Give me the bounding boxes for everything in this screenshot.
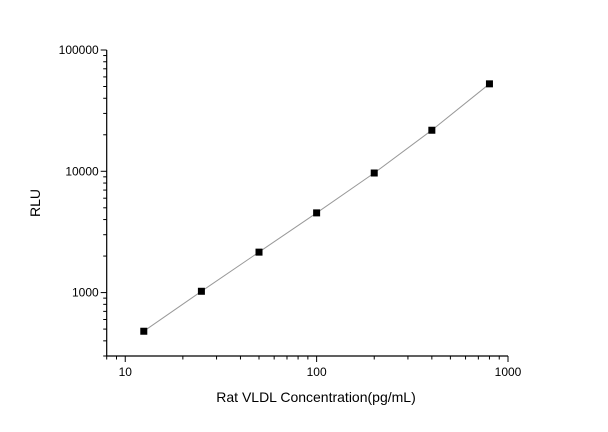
- x-tick-label: 100: [307, 365, 327, 379]
- data-point: [197, 287, 205, 295]
- data-point: [255, 248, 263, 256]
- x-tick-label: 10: [119, 365, 133, 379]
- x-tick-label: 1000: [495, 365, 522, 379]
- y-tick-label: 10000: [65, 164, 99, 178]
- fit-curve: [143, 83, 490, 332]
- y-axis-label: RLU: [27, 189, 43, 217]
- data-point: [428, 126, 436, 134]
- data-point: [140, 327, 148, 335]
- data-points: [140, 80, 493, 335]
- y-tick-label: 1000: [72, 286, 99, 300]
- data-point: [370, 169, 378, 177]
- axes: 10 100 1000 1000 10000 100000: [59, 43, 522, 379]
- y-tick-label: 100000: [59, 43, 99, 57]
- x-axis-label: Rat VLDL Concentration(pg/mL): [216, 389, 415, 405]
- data-point: [485, 80, 493, 88]
- data-point: [313, 209, 321, 217]
